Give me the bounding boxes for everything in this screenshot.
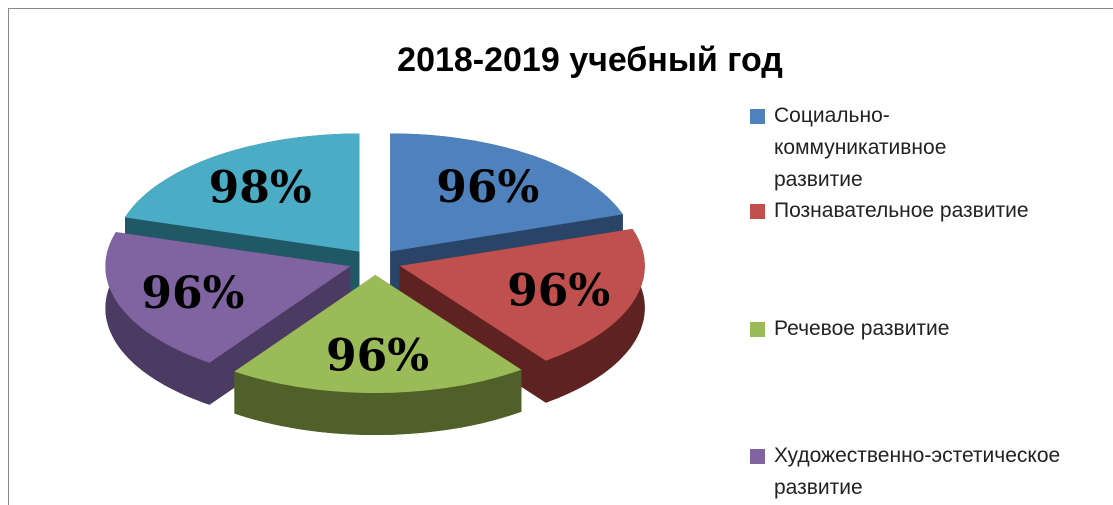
slice-rim xyxy=(105,232,210,405)
value-label: 98% xyxy=(209,163,312,214)
slice xyxy=(125,133,360,252)
legend-item: Социально-коммуникативное развитие xyxy=(750,100,1104,196)
slice-group xyxy=(399,228,645,403)
legend-swatch xyxy=(750,322,765,337)
value-label: 96% xyxy=(141,268,244,319)
legend-swatch xyxy=(750,204,765,219)
legend-swatch xyxy=(750,449,765,464)
value-label: 96% xyxy=(436,162,539,213)
slice xyxy=(234,275,522,393)
slice xyxy=(399,228,645,361)
legend-label: Познавательное развитие xyxy=(774,199,1029,222)
value-label: 96% xyxy=(507,266,610,317)
legend-label: Социально-коммуникативное развитие xyxy=(774,104,947,191)
legend-item: Познавательное развитие xyxy=(750,195,1104,227)
legend-swatch xyxy=(750,109,765,124)
slice-rim xyxy=(234,369,522,435)
slice xyxy=(105,232,351,363)
value-label: 96% xyxy=(326,331,429,382)
chart-border xyxy=(8,8,1113,505)
legend-item: Речевое развитие xyxy=(750,313,1104,345)
slice xyxy=(390,133,623,252)
legend-label: Речевое развитие xyxy=(774,317,950,340)
slice-group xyxy=(234,275,522,435)
legend-item: Художественно-эстетическое развитие xyxy=(750,440,1104,504)
chart-title: 2018-2019 учебный год xyxy=(397,41,783,79)
legend-label: Художественно-эстетическое развитие xyxy=(774,444,1061,499)
slice-rim xyxy=(545,228,645,403)
